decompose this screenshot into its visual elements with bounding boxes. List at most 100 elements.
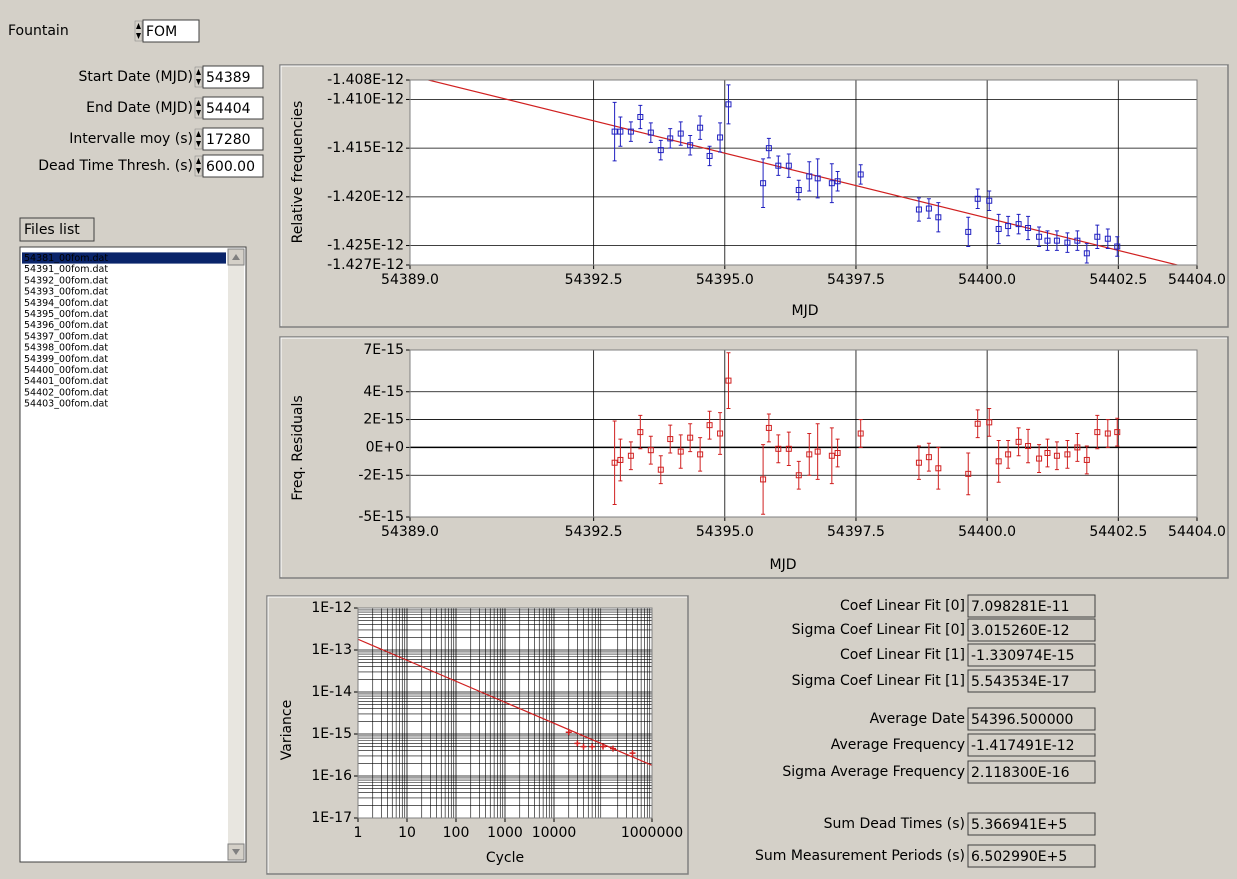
file-item[interactable]: 54403_00fom.dat xyxy=(24,399,108,410)
file-item[interactable]: 54397_00fom.dat xyxy=(24,331,108,342)
data-point xyxy=(1083,250,1090,257)
spinner-down[interactable] xyxy=(196,168,201,174)
data-point xyxy=(814,448,821,455)
data-point xyxy=(580,743,587,750)
spinner-up[interactable] xyxy=(196,131,201,137)
input-box[interactable] xyxy=(202,65,264,89)
error-bar xyxy=(648,435,653,465)
result-label: Sum Measurement Periods (s) xyxy=(755,848,965,864)
error-bar xyxy=(807,433,812,476)
y-tick-label: 1E-17 xyxy=(311,810,352,826)
result-label: Average Frequency xyxy=(831,737,965,753)
input-box[interactable] xyxy=(142,19,200,43)
result-box xyxy=(967,733,1096,757)
spinner-down[interactable] xyxy=(136,33,141,39)
error-bar xyxy=(638,104,643,130)
files-list-box xyxy=(19,246,247,863)
data-point xyxy=(617,456,624,463)
spinner[interactable] xyxy=(194,66,203,88)
spinner-up[interactable] xyxy=(196,158,201,164)
data-point xyxy=(611,459,618,466)
error-bar xyxy=(678,434,683,469)
data-point xyxy=(725,377,732,384)
data-point xyxy=(760,476,767,483)
error-bar xyxy=(1084,243,1089,264)
error-bar xyxy=(726,84,731,125)
data-point xyxy=(610,745,617,752)
file-item[interactable]: 54399_00fom.dat xyxy=(24,354,108,365)
data-point xyxy=(1114,243,1121,250)
file-item[interactable]: 54398_00fom.dat xyxy=(24,343,108,354)
input-box[interactable] xyxy=(202,96,264,120)
file-item[interactable]: 54396_00fom.dat xyxy=(24,320,108,331)
error-bar xyxy=(786,431,791,467)
chart-panel-highlight xyxy=(280,65,1227,326)
error-bar xyxy=(936,202,941,233)
x-tick-label: 54404.0 xyxy=(1168,272,1226,288)
param-label: Dead Time Thresh. (s) xyxy=(38,158,193,174)
data-point xyxy=(1036,455,1043,462)
x-tick-label: 54389.0 xyxy=(381,524,439,540)
scroll-up-arrow[interactable] xyxy=(232,254,240,260)
spinner-down[interactable] xyxy=(196,110,201,116)
spinner-up[interactable] xyxy=(196,69,201,75)
spinner[interactable] xyxy=(194,128,203,150)
file-item[interactable]: 54400_00fom.dat xyxy=(24,365,108,376)
y-tick-label: -1.415E-12 xyxy=(327,140,404,156)
x-tick-label: 54402.5 xyxy=(1089,272,1147,288)
error-bar xyxy=(1006,439,1011,469)
error-bar xyxy=(829,427,834,485)
input-value[interactable]: 54404 xyxy=(206,101,251,117)
data-point xyxy=(1053,237,1060,244)
file-item[interactable]: 54393_00fom.dat xyxy=(24,287,108,298)
fit-line xyxy=(425,80,1180,265)
error-bar xyxy=(786,153,791,178)
error-bar xyxy=(1054,230,1059,251)
result-value: -1.330974E-15 xyxy=(971,648,1075,664)
file-item[interactable]: 54392_00fom.dat xyxy=(24,275,108,286)
result-value: 6.502990E+5 xyxy=(971,849,1067,865)
input-value[interactable]: 600.00 xyxy=(206,159,255,175)
file-item[interactable]: 54395_00fom.dat xyxy=(24,309,108,320)
data-point xyxy=(1036,233,1043,240)
plot-border xyxy=(409,349,1198,518)
file-item[interactable]: 54401_00fom.dat xyxy=(24,376,108,387)
error-bar xyxy=(796,460,801,490)
chart-panel-highlight xyxy=(280,337,1227,577)
input-box[interactable] xyxy=(202,154,264,178)
file-item[interactable]: 54381_00fom.dat xyxy=(24,253,108,264)
spinner-up[interactable] xyxy=(136,23,141,29)
input-value[interactable]: FOM xyxy=(146,24,177,40)
result-box xyxy=(967,844,1096,868)
spinner[interactable] xyxy=(134,20,143,42)
spinner[interactable] xyxy=(194,155,203,177)
error-bar xyxy=(776,155,781,176)
data-point xyxy=(935,214,942,221)
spinner[interactable] xyxy=(194,97,203,119)
data-layer xyxy=(358,638,652,766)
y-tick-label: 1E-15 xyxy=(311,726,352,742)
data-point xyxy=(600,743,606,750)
data-point xyxy=(1025,443,1032,450)
input-box[interactable] xyxy=(202,127,264,151)
input-value[interactable]: 54389 xyxy=(206,70,251,86)
spinner-down[interactable] xyxy=(196,79,201,85)
y-tick-label: -1.410E-12 xyxy=(327,91,404,107)
data-point xyxy=(706,422,713,429)
data-point xyxy=(1015,221,1022,228)
error-bar xyxy=(628,441,633,471)
selected-item[interactable] xyxy=(22,252,226,264)
input-value[interactable]: 17280 xyxy=(206,132,251,148)
error-bar xyxy=(688,135,693,156)
error-bar xyxy=(1065,232,1070,253)
file-item[interactable]: 54402_00fom.dat xyxy=(24,387,108,398)
file-item[interactable]: 54394_00fom.dat xyxy=(24,298,108,309)
spinner-down[interactable] xyxy=(196,141,201,147)
scrollbar xyxy=(228,249,244,860)
file-item[interactable]: 54391_00fom.dat xyxy=(24,264,108,275)
result-box xyxy=(967,618,1096,642)
spinner-up[interactable] xyxy=(196,100,201,106)
scroll-down-arrow[interactable] xyxy=(232,849,240,855)
result-box xyxy=(967,812,1096,836)
